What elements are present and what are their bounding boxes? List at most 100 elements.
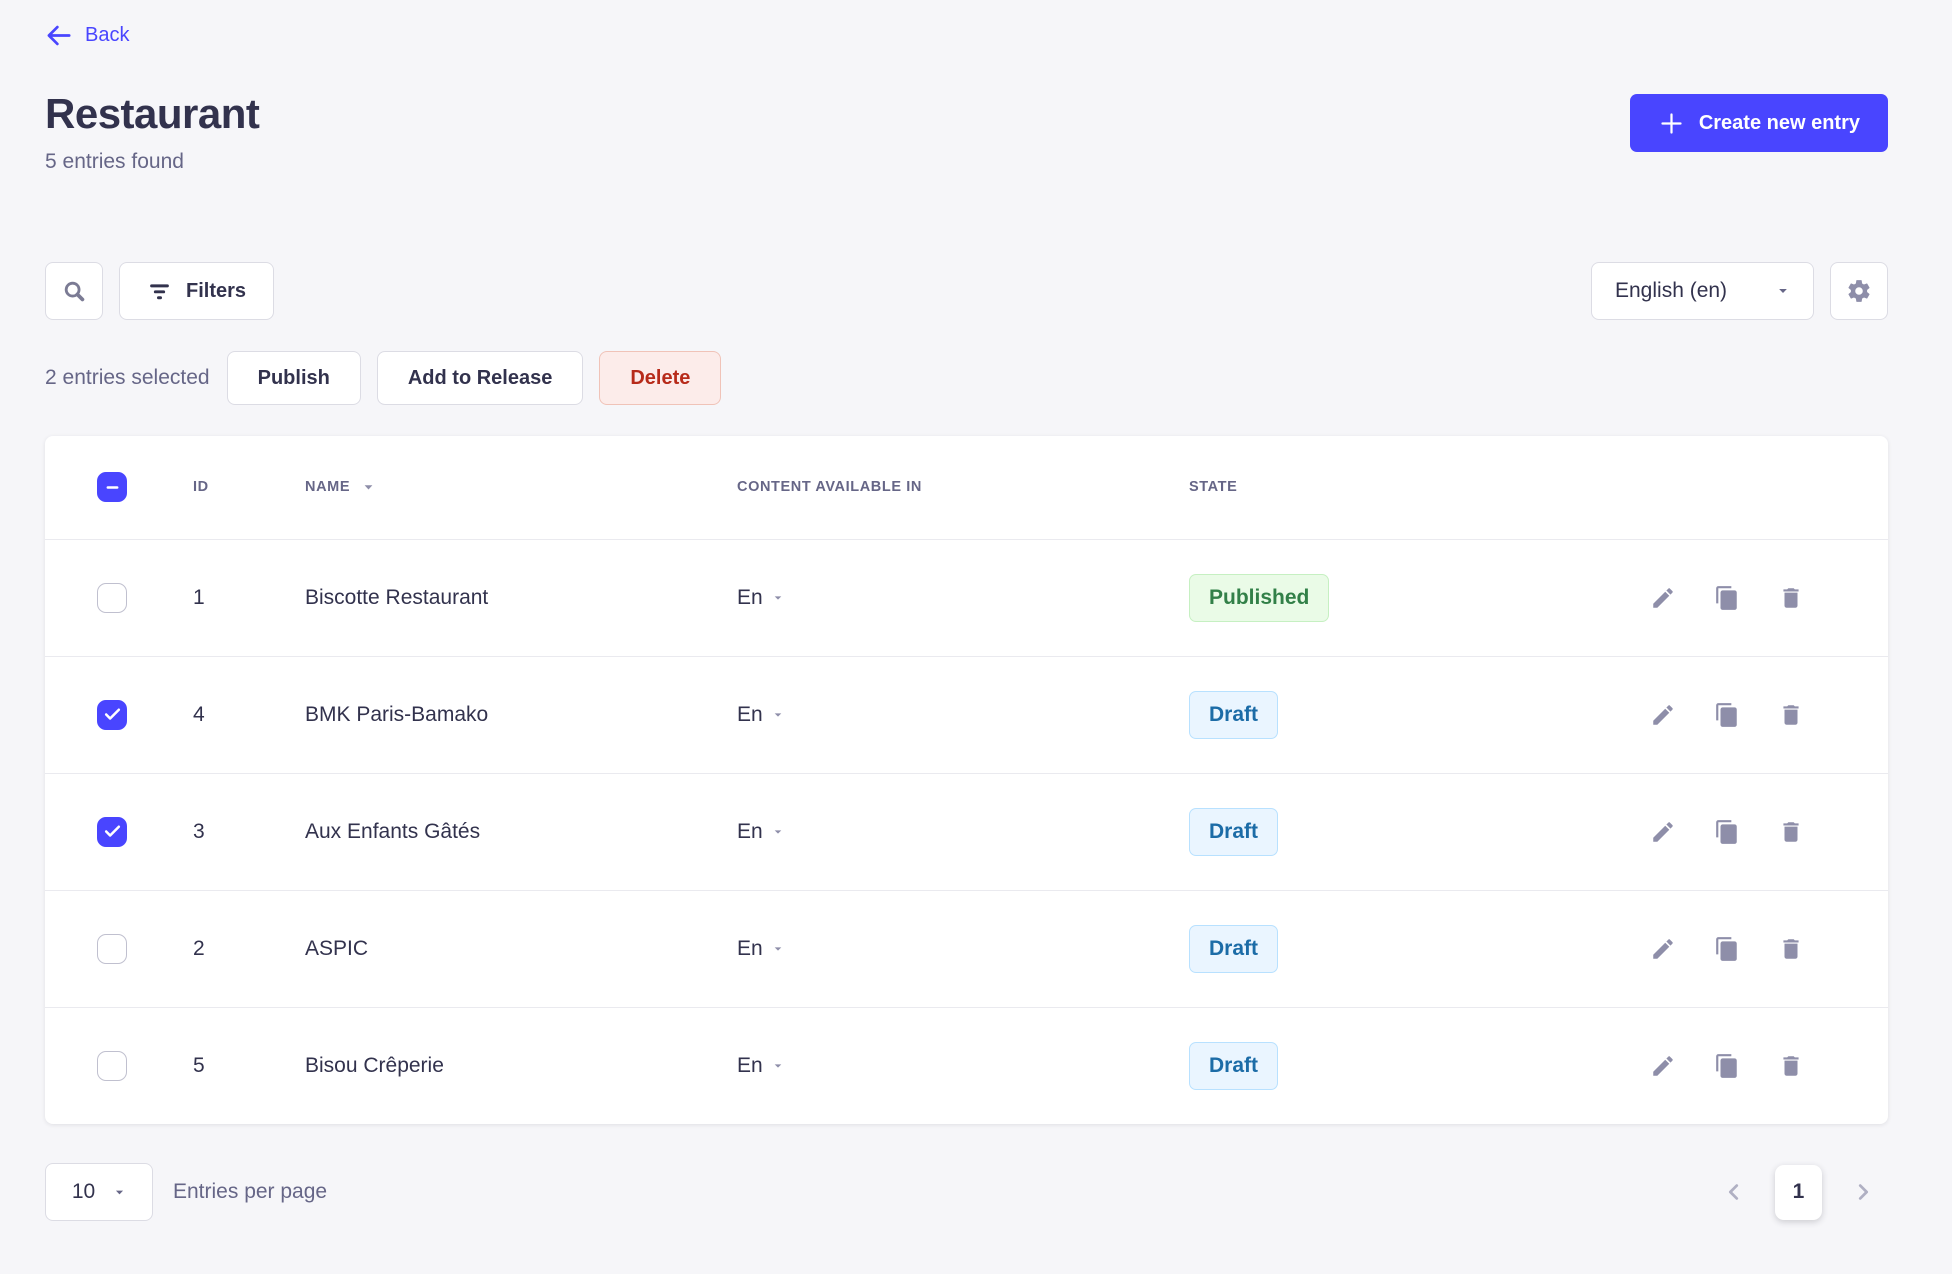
row-checkbox[interactable] [97, 1050, 127, 1081]
edit-button[interactable] [1650, 1053, 1676, 1079]
locale-dropdown[interactable]: En [737, 1054, 784, 1078]
pencil-icon [1653, 821, 1673, 842]
cell-name: Bisou Crêperie [305, 1006, 737, 1124]
duplicate-icon [1716, 1053, 1737, 1078]
table-row[interactable]: 2 ASPIC En Draft [45, 889, 1888, 1007]
locale-dropdown[interactable]: En [737, 820, 784, 844]
column-header-id: ID [193, 479, 209, 496]
trash-icon [1783, 587, 1799, 608]
cell-id: 4 [193, 655, 305, 773]
edit-button[interactable] [1650, 819, 1676, 845]
locale-dropdown[interactable]: En [737, 937, 784, 961]
chevron-down-icon [116, 1190, 124, 1194]
selection-bar: 2 entries selected Publish Add to Releas… [45, 351, 1888, 405]
row-checkbox[interactable] [97, 582, 127, 613]
page-header: Restaurant 5 entries found Create new en… [45, 88, 1888, 174]
edit-button[interactable] [1650, 585, 1676, 611]
next-page-button[interactable] [1846, 1175, 1880, 1209]
trash-icon [1783, 1056, 1799, 1076]
previous-page-button[interactable] [1717, 1175, 1751, 1209]
edit-button[interactable] [1650, 936, 1676, 962]
back-link[interactable]: Back [45, 22, 129, 49]
cell-id: 3 [193, 772, 305, 890]
create-new-entry-button[interactable]: Create new entry [1629, 94, 1888, 152]
cell-id: 1 [193, 538, 305, 656]
trash-icon [1783, 704, 1799, 725]
status-badge: Draft [1189, 807, 1279, 856]
page-size-select[interactable]: 10 [45, 1163, 153, 1221]
publish-button[interactable]: Publish [226, 351, 361, 405]
delete-row-button[interactable] [1778, 702, 1804, 728]
cell-id: 2 [193, 889, 305, 1007]
delete-row-button[interactable] [1778, 936, 1804, 962]
page-title: Restaurant [45, 90, 260, 137]
locale-select[interactable]: English (en) [1591, 262, 1814, 320]
chevron-left-icon [1728, 1184, 1739, 1200]
table-row[interactable]: 4 BMK Paris-Bamako En Draft [45, 655, 1888, 773]
table-row[interactable]: 3 Aux Enfants Gâtés En Draft [45, 772, 1888, 890]
column-header-name[interactable]: NAME [305, 436, 737, 539]
search-button[interactable] [45, 262, 103, 320]
cell-name: ASPIC [305, 889, 737, 1007]
duplicate-button[interactable] [1714, 702, 1740, 728]
table-row[interactable]: 1 Biscotte Restaurant En Published [45, 538, 1888, 656]
table-row[interactable]: 5 Bisou Crêperie En Draft [45, 1006, 1888, 1124]
page-1-button[interactable]: 1 [1775, 1164, 1822, 1220]
back-label: Back [85, 24, 130, 46]
pagination: 1 [1717, 1164, 1880, 1220]
entries-table: ID NAME CONTENT AVAILABLE IN STATE [45, 436, 1888, 1124]
table-header-row: ID NAME CONTENT AVAILABLE IN STATE [45, 436, 1888, 539]
delete-row-button[interactable] [1778, 819, 1804, 845]
status-badge: Draft [1189, 1041, 1279, 1090]
back-arrow-icon [47, 25, 71, 46]
check-icon [104, 825, 120, 837]
delete-label: Delete [630, 366, 691, 389]
locale-dropdown[interactable]: En [737, 703, 784, 727]
cell-id: 5 [193, 1006, 305, 1124]
edit-button[interactable] [1650, 702, 1676, 728]
locale-dropdown[interactable]: En [737, 586, 784, 610]
duplicate-button[interactable] [1714, 936, 1740, 962]
delete-row-button[interactable] [1778, 585, 1804, 611]
chevron-down-icon [774, 829, 781, 834]
add-to-release-label: Add to Release [407, 366, 553, 389]
entries-table-card: ID NAME CONTENT AVAILABLE IN STATE [45, 436, 1888, 1124]
selected-count-label: 2 entries selected [45, 366, 210, 389]
plus-icon [1661, 112, 1682, 134]
cell-name: Biscotte Restaurant [305, 538, 737, 656]
select-all-checkbox[interactable] [97, 472, 127, 503]
column-header-locales: CONTENT AVAILABLE IN [737, 479, 922, 496]
table-footer: 10 Entries per page 1 [45, 1163, 1888, 1221]
chevron-down-icon [774, 595, 781, 600]
filters-button[interactable]: Filters [119, 262, 275, 320]
page-size-value: 10 [71, 1180, 96, 1203]
chevron-down-icon [1779, 289, 1787, 293]
settings-button[interactable] [1830, 262, 1888, 320]
chevron-right-icon [1858, 1184, 1869, 1200]
delete-button[interactable]: Delete [599, 351, 722, 405]
cell-name: BMK Paris-Bamako [305, 655, 737, 773]
status-badge: Draft [1189, 690, 1279, 739]
search-icon [64, 281, 84, 301]
chevron-down-icon [774, 946, 781, 951]
sort-descending-icon [364, 484, 373, 490]
add-to-release-button[interactable]: Add to Release [376, 351, 584, 405]
row-checkbox[interactable] [97, 699, 127, 730]
pencil-icon [1653, 704, 1673, 725]
locale-selected-value: English (en) [1615, 279, 1728, 302]
toolbar: Filters English (en) [45, 262, 1888, 320]
row-checkbox[interactable] [97, 933, 127, 964]
filters-label: Filters [186, 279, 247, 302]
status-badge: Draft [1189, 924, 1279, 973]
check-icon [104, 708, 120, 720]
duplicate-button[interactable] [1714, 585, 1740, 611]
chevron-down-icon [774, 712, 781, 717]
duplicate-icon [1716, 585, 1737, 610]
duplicate-button[interactable] [1714, 819, 1740, 845]
row-checkbox[interactable] [97, 816, 127, 847]
pencil-icon [1653, 938, 1673, 959]
duplicate-button[interactable] [1714, 1053, 1740, 1079]
delete-row-button[interactable] [1778, 1053, 1804, 1079]
entries-count: 5 entries found [45, 150, 184, 173]
entries-per-page-label: Entries per page [173, 1180, 328, 1203]
